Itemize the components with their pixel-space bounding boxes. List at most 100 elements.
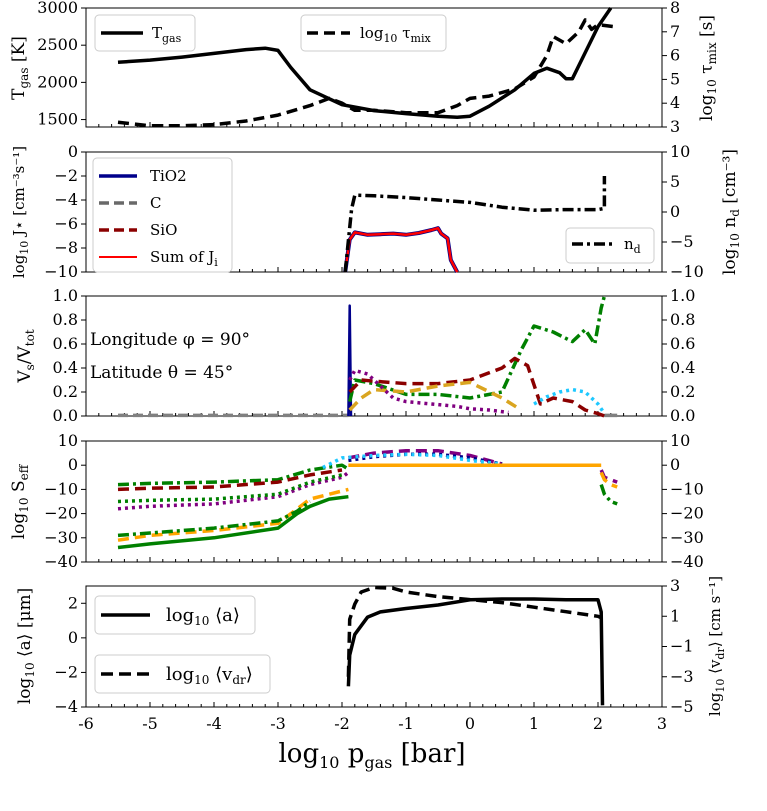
- p1-ytick-label-right-5: 8: [670, 0, 680, 17]
- legend-tgas: Tgas: [94, 14, 196, 52]
- p5-series-log10-a-: [346, 597, 605, 706]
- p3-ytick-label-right-1: 0.2: [670, 382, 695, 401]
- p4-ytick-label-right-5: 10: [670, 431, 690, 450]
- annotation-longitude: Longitude φ = 90°: [90, 330, 250, 350]
- p4-series-green-dotted: [117, 473, 343, 504]
- p3-ytick-label-left-4: 0.8: [53, 310, 78, 329]
- p2-ytick-label-right-0: −10: [670, 262, 704, 281]
- p4-series-purple-dashed: [348, 448, 503, 466]
- x-axis-label: log10 pgas [bar]: [278, 739, 465, 772]
- legend-a-label: log10 ⟨a⟩: [166, 605, 240, 628]
- p5-series-log10-vdr-: [346, 585, 602, 677]
- p5-ylabel-left: log10 ⟨a⟩ [μm]: [15, 588, 37, 704]
- p3-series-purple-dotted: [348, 368, 509, 415]
- p1-ytick-label-right-4: 7: [670, 22, 680, 41]
- p4-ytick-label-left-2: −20: [44, 504, 78, 523]
- legend-tmix: log10 τmix: [300, 14, 447, 52]
- x-tick-label-1: -5: [142, 714, 158, 733]
- panel-tgas-mixing: 1500 2000 2500 3000 3 4 5 6 7 8 Tgas log10 τmix …: [9, 0, 719, 136]
- p3-ytick-label-right-3: 0.6: [670, 334, 695, 353]
- p3-ytick-label-left-1: 0.2: [53, 382, 78, 401]
- legend-a: log10 ⟨a⟩: [94, 595, 256, 635]
- legend-vdr-label: log10 ⟨vdr⟩: [166, 664, 253, 687]
- p3-ytick-label-left-0: 0.0: [53, 406, 78, 425]
- p4-ytick-label-left-0: −40: [44, 552, 78, 571]
- p4-series-tail-orange: [599, 471, 618, 489]
- p2-ytick-label-left-4: −2: [54, 166, 78, 185]
- p2-series-sum-of-ji: [343, 226, 459, 273]
- p2-series-nd: [343, 176, 607, 273]
- p2-ytick-label-right-2: 0: [670, 202, 680, 221]
- p4-series-green-solid: [117, 494, 349, 550]
- p3-ytick-label-left-3: 0.6: [53, 334, 78, 353]
- p4-ytick-label-left-4: 0: [68, 455, 78, 474]
- x-tick-label-2: -4: [206, 714, 222, 733]
- p4-series-green-dashdot-high: [117, 463, 351, 487]
- legend-vdr: log10 ⟨vdr⟩: [94, 654, 271, 694]
- p3-ytick-label-left-2: 0.4: [53, 358, 78, 377]
- p1-ytick-label-left-2: 2500: [37, 35, 78, 54]
- p2-ytick-label-left-1: −8: [54, 238, 78, 257]
- x-tick-label-3: -3: [270, 714, 286, 733]
- p4-series-orange-dashed-low: [117, 487, 349, 542]
- p5-ytick-label-right-4: 3: [670, 576, 680, 595]
- p5-ytick-label-right-3: 1: [670, 606, 680, 625]
- p2-ytick-label-left-3: −4: [54, 190, 78, 209]
- annotation-latitude: Latitude θ = 45°: [90, 363, 233, 383]
- p2-ytick-label-right-4: 10: [670, 142, 690, 161]
- p2-ytick-label-left-5: 0: [68, 142, 78, 161]
- p5-ytick-label-left-0: −4: [54, 697, 78, 716]
- p1-ytick-label-left-3: 3000: [37, 0, 78, 17]
- p3-series-darkred-dashed: [348, 356, 606, 418]
- p4-ytick-label-right-1: −30: [670, 528, 704, 547]
- p1-ytick-label-right-2: 5: [670, 69, 680, 88]
- x-tick-label-8: 2: [593, 714, 603, 733]
- p2-ytick-label-right-1: −5: [670, 232, 694, 251]
- p2-ytick-label-right-3: 5: [670, 172, 680, 191]
- p5-ytick-label-right-2: −1: [670, 637, 694, 656]
- p4-ytick-label-left-3: −10: [44, 479, 78, 498]
- p4-series-darkred-dashed: [117, 468, 343, 492]
- p1-ytick-label-left-0: 1500: [37, 110, 78, 129]
- x-tick-label-4: -2: [334, 714, 350, 733]
- p1-ylabel-right: log10 τmix [s]: [697, 15, 719, 121]
- p3-ytick-label-right-2: 0.4: [670, 358, 695, 377]
- p3-ytick-label-right-5: 1.0: [670, 286, 695, 305]
- p5-ytick-label-right-0: −5: [670, 697, 694, 716]
- legend-nd: nd: [565, 227, 655, 264]
- p2-ylabel-right: log10 nd [cm⁻³]: [720, 149, 742, 275]
- p4-ytick-label-right-4: 0: [670, 455, 680, 474]
- legend-sio: SiO: [150, 221, 177, 239]
- p5-ytick-label-left-3: 2: [68, 593, 78, 612]
- p5-ytick-label-left-2: 0: [68, 628, 78, 647]
- p4-ytick-label-left-5: 10: [58, 431, 78, 450]
- legend-nucleation: TiO2 C SiO Sum of Ji: [92, 157, 233, 273]
- panel-volume-fractions: 0.0 0.2 0.4 0.6 0.8 1.0 0.0 0.2 0.4 0.6 0.8 1.0 Lo…: [15, 286, 695, 425]
- p4-ytick-label-right-2: −20: [670, 504, 704, 523]
- p2-ytick-label-left-0: −10: [44, 262, 78, 281]
- p4-ylabel-left: log10 Seff: [9, 463, 31, 539]
- p2-ytick-label-left-2: −6: [54, 214, 78, 233]
- p1-ytick-label-left-1: 2000: [37, 72, 78, 91]
- p4-series-green-dashdot-low: [117, 500, 312, 538]
- panel-grain-size: −4 −2 0 2 −5 −3 −1 1 3 -6 -5 -4 -3 -2 -1 0 1 2 3 log10 ⟨…: [15, 576, 727, 772]
- p4-ytick-label-right-0: −40: [670, 552, 704, 571]
- x-tick-label-9: 3: [657, 714, 667, 733]
- panel-3-frame: [85, 295, 663, 417]
- p3-series-green-dashdot: [347, 295, 607, 403]
- p4-ytick-label-left-1: −30: [44, 528, 78, 547]
- panel-4-frame: [85, 440, 663, 563]
- x-tick-label-0: -6: [78, 714, 94, 733]
- p5-ytick-label-right-1: −3: [670, 667, 694, 686]
- p3-ylabel-left: Vs/Vtot: [15, 329, 37, 384]
- panel-1-frame: [85, 7, 663, 128]
- p3-series-orange-dashed: [348, 380, 523, 412]
- p4-ytick-label-right-3: −10: [670, 479, 704, 498]
- panel-nucleation: −10 −8 −6 −4 −2 0 −10 −5 0 5 10 TiO2 C SiO Sum of…: [10, 142, 742, 281]
- legend-tio2: TiO2: [150, 167, 187, 185]
- p1-ytick-label-right-0: 3: [670, 117, 680, 136]
- p3-ytick-label-left-5: 1.0: [53, 286, 78, 305]
- p5-ylabel-right: log10 ⟨vdr⟩ [cm s⁻¹]: [706, 576, 727, 716]
- p1-ytick-label-right-1: 4: [670, 93, 680, 112]
